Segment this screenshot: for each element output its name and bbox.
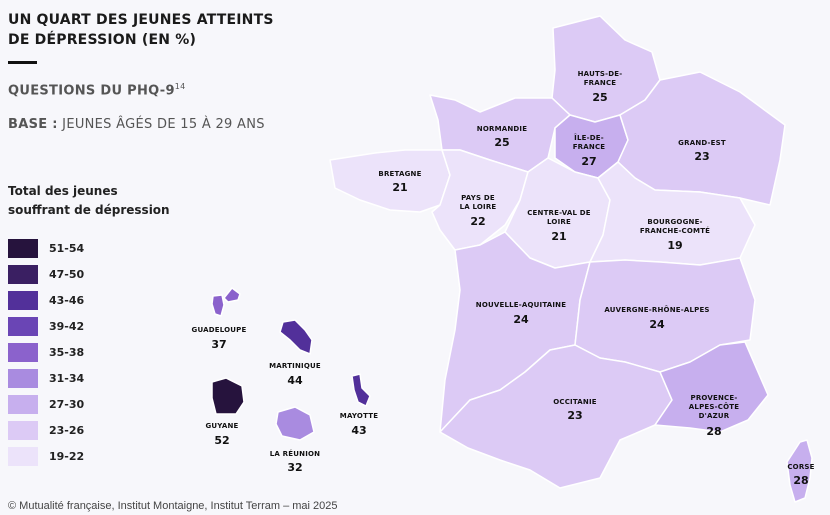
title-underline [8, 61, 37, 64]
label-auvergne-rhone-alpes: AUVERGNE-RHÔNE-ALPES [604, 305, 709, 314]
base-label: BASE : [8, 117, 58, 132]
title-line-1: UN QUART DES JEUNES ATTEINTS [8, 12, 274, 28]
label-nouvelle-aquitaine: NOUVELLE-AQUITAINE [476, 301, 566, 309]
legend-item: 39-42 [8, 313, 84, 339]
legend-label: 35-38 [49, 345, 85, 359]
value-guadeloupe: 37 [211, 338, 226, 351]
value-corse: 28 [793, 474, 808, 487]
legend-swatch [8, 238, 38, 258]
base-line: BASE : JEUNES ÂGÉS DE 15 À 29 ANS [8, 117, 265, 132]
value-guyane: 52 [214, 434, 229, 447]
value-grand-est: 23 [694, 150, 709, 163]
label-hauts-de-france-1: HAUTS-DE- [578, 70, 623, 78]
label-ile-de-france-1: ÎLE-DE- [574, 133, 604, 142]
value-pays-de-la-loire: 22 [470, 215, 485, 228]
label-paca-2: ALPES-CÔTE [689, 402, 739, 411]
legend-item: 19-22 [8, 443, 84, 469]
region-martinique[interactable] [279, 319, 313, 355]
legend-label: 31-34 [49, 371, 85, 385]
subtitle-footnote: 14 [174, 82, 186, 91]
source-credit: © Mutualité française, Institut Montaign… [8, 500, 338, 512]
label-hauts-de-france-2: FRANCE [584, 79, 617, 87]
legend-swatch [8, 342, 38, 362]
value-la-reunion: 32 [287, 461, 302, 474]
legend-item: 43-46 [8, 287, 84, 313]
label-guadeloupe: GUADELOUPE [192, 326, 247, 334]
label-mayotte: MAYOTTE [340, 412, 378, 420]
region-guyane[interactable] [211, 377, 245, 415]
value-normandie: 25 [494, 136, 509, 149]
value-mayotte: 43 [351, 424, 366, 437]
legend-item: 31-34 [8, 365, 84, 391]
label-corse: CORSE [787, 463, 814, 471]
value-centre-val-de-loire: 21 [551, 230, 566, 243]
label-la-reunion: LA RÉUNION [270, 449, 320, 458]
region-mayotte[interactable] [351, 373, 371, 407]
label-bretagne: BRETAGNE [378, 170, 421, 178]
region-bretagne[interactable] [329, 149, 451, 213]
legend-label: 19-22 [49, 449, 85, 463]
label-paca-1: PROVENCE- [691, 394, 738, 402]
region-labels: HAUTS-DE- FRANCE 25 NORMANDIE 25 ÎLE-DE-… [192, 70, 815, 487]
value-hauts-de-france: 25 [592, 91, 607, 104]
value-paca: 28 [706, 425, 721, 438]
base-text: JEUNES ÂGÉS DE 15 À 29 ANS [57, 117, 265, 132]
label-grand-est: GRAND-EST [678, 139, 726, 147]
legend-swatch [8, 290, 38, 310]
legend-label: 47-50 [49, 267, 85, 281]
label-bourgogne-franche-comte-2: FRANCHE-COMTÉ [640, 226, 710, 235]
label-ile-de-france-2: FRANCE [573, 143, 606, 151]
region-corse[interactable] [786, 439, 813, 503]
legend-label: 43-46 [49, 293, 85, 307]
legend-item: 47-50 [8, 261, 84, 287]
value-ile-de-france: 27 [581, 155, 596, 168]
label-normandie: NORMANDIE [477, 125, 527, 133]
region-paca[interactable] [654, 341, 769, 433]
legend-label: 27-30 [49, 397, 85, 411]
value-occitanie: 23 [567, 409, 582, 422]
legend-swatch [8, 368, 38, 388]
legend-label: 39-42 [49, 319, 85, 333]
label-pays-de-la-loire-1: PAYS DE [461, 194, 495, 202]
legend-swatch [8, 446, 38, 466]
label-pays-de-la-loire-2: LA LOIRE [460, 203, 497, 211]
region-guadeloupe[interactable] [211, 287, 241, 317]
legend-label: 51-54 [49, 241, 85, 255]
legend-item: 23-26 [8, 417, 84, 443]
legend: 51-54 47-50 43-46 39-42 35-38 31-34 27-3… [8, 235, 84, 469]
value-bretagne: 21 [392, 181, 407, 194]
label-centre-val-de-loire-1: CENTRE-VAL DE [527, 209, 591, 217]
title-line-2: DE DÉPRESSION (EN %) [8, 32, 197, 48]
legend-item: 35-38 [8, 339, 84, 365]
legend-item: 51-54 [8, 235, 84, 261]
value-martinique: 44 [287, 374, 303, 387]
label-martinique: MARTINIQUE [269, 362, 321, 370]
subtitle-text: QUESTIONS DU PHQ-9 [8, 83, 175, 99]
legend-item: 27-30 [8, 391, 84, 417]
legend-swatch [8, 316, 38, 336]
page-title: UN QUART DES JEUNES ATTEINTS DE DÉPRESSI… [8, 10, 308, 50]
label-bourgogne-franche-comte-1: BOURGOGNE- [647, 218, 702, 226]
legend-title: Total des jeunes souffrant de dépression [8, 184, 170, 217]
value-nouvelle-aquitaine: 24 [513, 313, 529, 326]
value-bourgogne-franche-comte: 19 [667, 239, 682, 252]
legend-swatch [8, 264, 38, 284]
legend-swatch [8, 420, 38, 440]
region-la-reunion[interactable] [275, 406, 315, 441]
label-paca-3: D'AZUR [699, 412, 730, 420]
label-occitanie: OCCITANIE [553, 398, 597, 406]
legend-swatch [8, 394, 38, 414]
subtitle: QUESTIONS DU PHQ-914 [8, 82, 186, 98]
label-centre-val-de-loire-2: LOIRE [547, 218, 571, 226]
value-auvergne-rhone-alpes: 24 [649, 318, 665, 331]
legend-label: 23-26 [49, 423, 85, 437]
label-guyane: GUYANE [205, 422, 238, 430]
